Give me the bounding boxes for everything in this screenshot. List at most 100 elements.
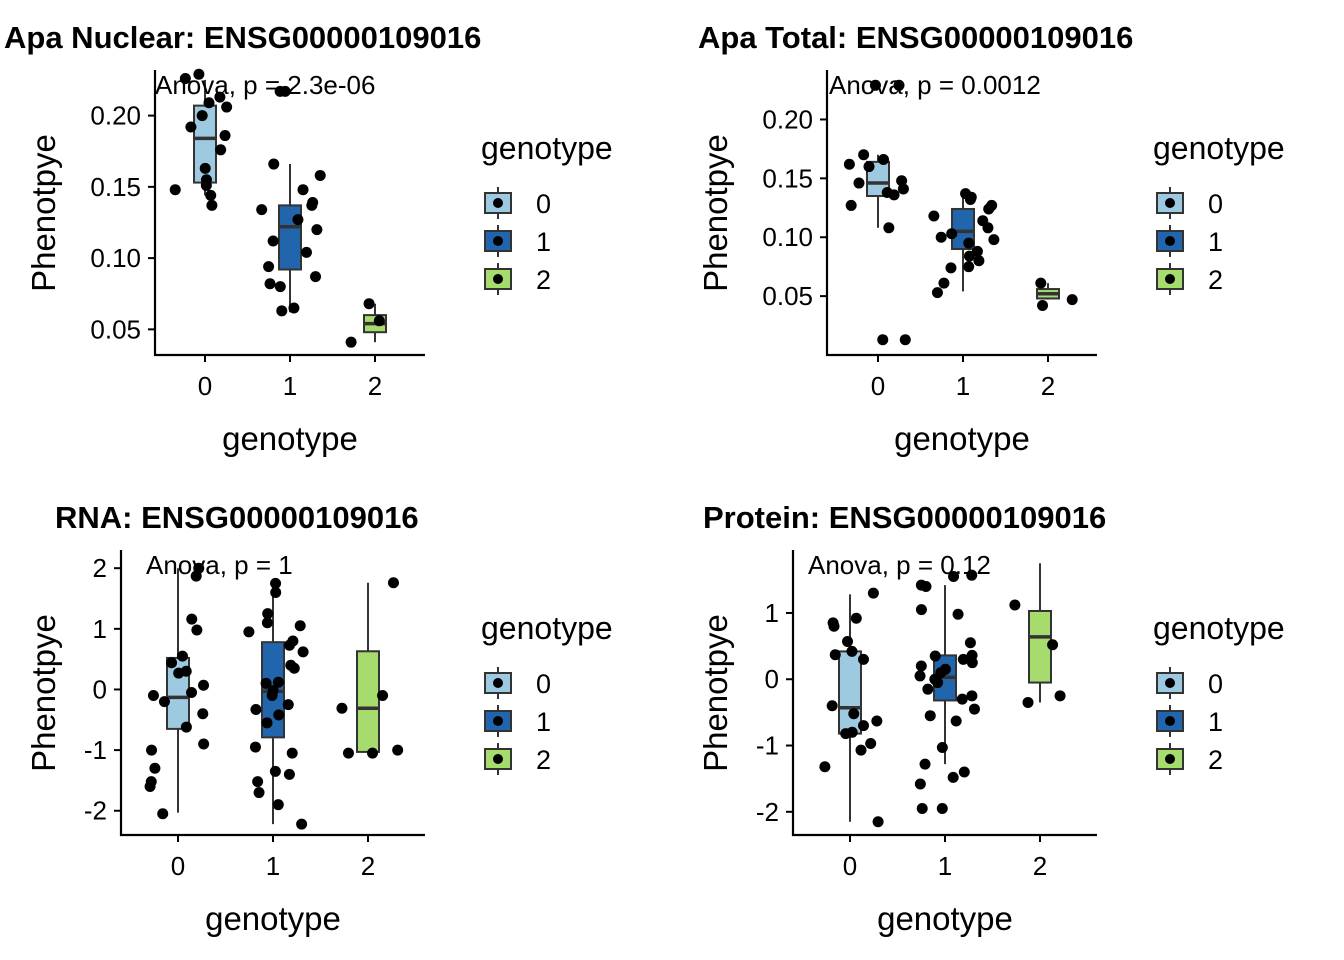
data-point <box>260 677 272 689</box>
data-point <box>243 626 255 638</box>
data-point <box>279 85 291 97</box>
panel-protein: Protein: ENSG00000109016 -2 -1 0 1 0 1 2 genoty… <box>697 500 1285 937</box>
legend-title: genotype <box>1153 610 1285 646</box>
x-tick-label: 1 <box>283 371 297 401</box>
data-point <box>922 683 934 695</box>
legend-key-point <box>1165 716 1175 726</box>
data-point <box>865 738 877 750</box>
data-point <box>963 250 975 262</box>
data-point <box>345 336 357 348</box>
data-point <box>848 708 860 720</box>
data-point <box>956 693 968 705</box>
data-point <box>888 189 900 201</box>
data-point <box>872 816 884 828</box>
data-point <box>166 657 178 669</box>
data-point <box>261 617 273 629</box>
legend-entry-label: 1 <box>1208 707 1223 737</box>
data-point <box>945 262 957 274</box>
data-point <box>283 639 295 651</box>
legend-entry-label: 1 <box>536 227 551 257</box>
data-point <box>274 281 286 293</box>
data-point <box>297 184 309 196</box>
box-group-2 <box>356 650 380 753</box>
data-point <box>968 703 980 715</box>
data-point <box>850 612 862 624</box>
data-point <box>973 255 985 267</box>
x-tick-label: 2 <box>361 851 375 881</box>
y-tick-label: 0 <box>765 664 779 694</box>
data-point <box>199 162 211 174</box>
data-point <box>919 758 931 770</box>
legend-key-point <box>493 678 503 688</box>
data-point <box>869 79 881 91</box>
data-point <box>936 802 948 814</box>
data-point <box>158 696 170 708</box>
legend-title: genotype <box>481 610 613 646</box>
data-point <box>929 650 941 662</box>
x-tick-label: 0 <box>843 851 857 881</box>
data-point <box>311 224 323 236</box>
data-point <box>1037 300 1049 312</box>
x-tick-label: 2 <box>368 371 382 401</box>
data-point <box>915 604 927 616</box>
legend-entry-label: 2 <box>1208 745 1223 775</box>
data-point <box>190 570 202 582</box>
anova-annotation: Anova, p = 0.12 <box>808 550 991 580</box>
x-tick-label: 2 <box>1041 371 1055 401</box>
panel-apa-total: Apa Total: ENSG00000109016 0.05 0.10 0.15 0… <box>697 20 1285 457</box>
data-point <box>173 667 185 679</box>
data-point <box>288 662 300 674</box>
data-point <box>146 744 158 756</box>
data-point <box>264 278 276 290</box>
data-point <box>928 210 940 222</box>
y-tick-label: 1 <box>765 598 779 628</box>
data-point <box>342 747 354 759</box>
data-point <box>286 747 298 759</box>
data-point <box>896 175 908 187</box>
legend-key-point <box>493 754 503 764</box>
x-axis-label: genotype <box>205 900 341 937</box>
x-tick-label: 2 <box>1033 851 1047 881</box>
data-point <box>936 742 948 754</box>
data-point <box>336 702 348 714</box>
data-point <box>273 709 285 721</box>
data-point <box>363 298 375 310</box>
data-point <box>262 608 274 620</box>
data-point <box>952 608 964 620</box>
y-tick-label: 0.10 <box>90 243 141 273</box>
data-point <box>843 158 855 170</box>
data-point <box>883 222 895 234</box>
data-point <box>1022 696 1034 708</box>
data-point <box>249 741 261 753</box>
data-point <box>296 818 308 830</box>
y-tick-label: 1 <box>93 614 107 644</box>
data-point <box>263 261 275 273</box>
data-point <box>392 744 404 756</box>
data-point <box>203 97 215 109</box>
legend-key-point <box>1165 678 1175 688</box>
data-point <box>157 808 169 820</box>
data-point <box>877 334 889 346</box>
data-point <box>276 305 288 317</box>
y-tick-label: 0.20 <box>762 104 813 134</box>
data-point <box>215 144 227 156</box>
panel-title: Protein: ENSG00000109016 <box>703 500 1106 535</box>
y-tick-label: -2 <box>756 797 779 827</box>
data-point <box>963 237 975 249</box>
data-point <box>845 199 857 211</box>
data-point <box>169 184 181 196</box>
y-axis-label: Phenotpye <box>697 134 734 292</box>
data-point <box>1009 599 1021 611</box>
data-point <box>1047 639 1059 651</box>
data-point <box>206 199 218 211</box>
data-point <box>846 645 858 657</box>
data-point <box>819 761 831 773</box>
data-point <box>253 787 265 799</box>
data-point <box>205 189 217 201</box>
x-tick-label: 0 <box>871 371 885 401</box>
anova-annotation: Anova, p = 1 <box>146 550 293 580</box>
data-point <box>367 747 379 759</box>
legend-entry-label: 0 <box>1208 189 1223 219</box>
x-axis-label: genotype <box>894 420 1030 457</box>
